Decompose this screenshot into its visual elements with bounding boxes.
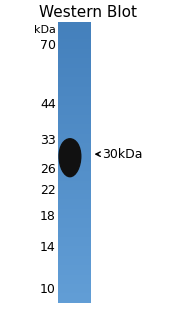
Text: 18: 18 xyxy=(40,210,56,222)
Text: kDa: kDa xyxy=(34,25,56,36)
Text: 30kDa: 30kDa xyxy=(102,148,143,161)
Text: 26: 26 xyxy=(40,163,56,176)
Ellipse shape xyxy=(59,139,81,177)
Text: 70: 70 xyxy=(40,40,56,53)
Text: 44: 44 xyxy=(40,98,56,111)
Text: 33: 33 xyxy=(40,133,56,146)
Text: 22: 22 xyxy=(40,184,56,197)
Text: 10: 10 xyxy=(40,283,56,296)
Text: 14: 14 xyxy=(40,241,56,254)
Title: Western Blot: Western Blot xyxy=(39,6,137,20)
